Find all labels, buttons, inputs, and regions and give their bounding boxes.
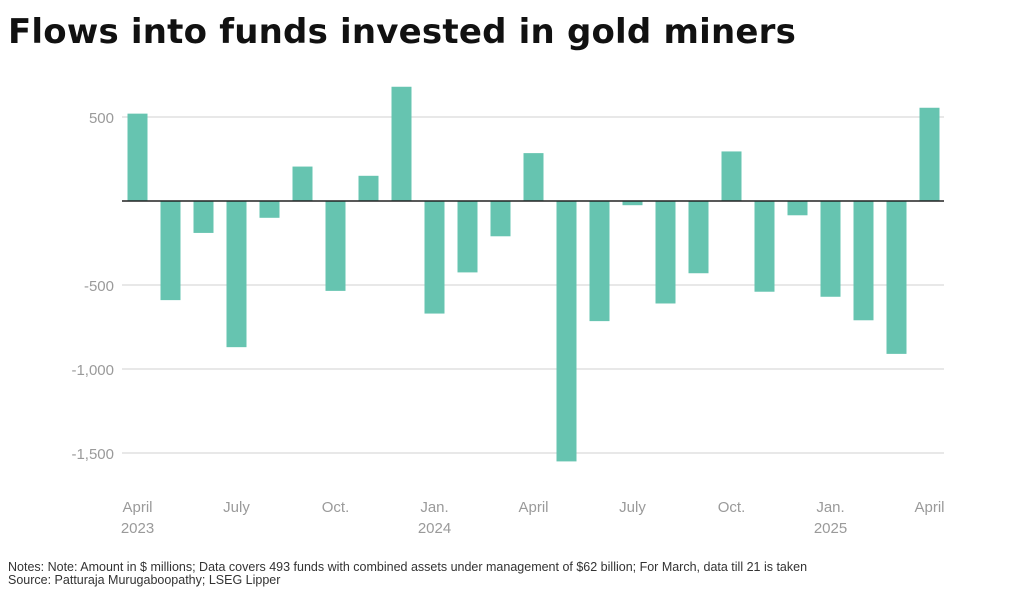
bar-2024-11 (754, 201, 775, 292)
bar-2024-12 (787, 201, 808, 216)
y-tick-label: -500 (84, 278, 114, 295)
gridlines (122, 116, 944, 454)
bar-2024-08 (655, 201, 676, 304)
x-tick-year-label: 2023 (121, 520, 154, 537)
x-tick-label: Jan. (420, 499, 448, 516)
y-axis-ticks: 500 -500 -1,000 -1,500 (71, 110, 114, 463)
bar-2023-09 (292, 166, 313, 201)
bar-2024-01 (424, 201, 445, 314)
x-tick-label: April (122, 499, 152, 516)
chart-title: Flows into funds invested in gold miners (8, 12, 797, 52)
y-tick-label: 500 (89, 110, 114, 127)
bar-2024-05 (556, 201, 577, 462)
x-tick-label: Oct. (322, 499, 350, 516)
bar-2023-05 (160, 201, 181, 301)
bar-chart: 500 -500 -1,000 -1,500 April 2023 July Oct. Jan… (71, 86, 945, 537)
x-axis-ticks: April 2023 July Oct. Jan. 2024 April July Oct. Ja… (121, 499, 945, 537)
y-tick-label: -1,500 (71, 446, 114, 463)
bar-2025-04 (919, 107, 940, 201)
bar-2025-02 (853, 201, 874, 321)
bar-2025-01 (820, 201, 841, 297)
bar-2023-10 (325, 201, 346, 291)
y-tick-label: -1,000 (71, 362, 114, 379)
bar-2024-04 (523, 153, 544, 201)
bar-2024-02 (457, 201, 478, 273)
x-tick-label: April (518, 499, 548, 516)
x-tick-label: April (914, 499, 944, 516)
x-tick-label: July (619, 499, 646, 516)
bar-2023-06 (193, 201, 214, 233)
bar-2023-08 (259, 201, 280, 218)
notes-text: Notes: Note: Amount in $ millions; Data … (8, 560, 808, 574)
x-tick-year-label: 2025 (814, 520, 847, 537)
bar-series (127, 86, 940, 462)
x-tick-year-label: 2024 (418, 520, 451, 537)
bar-2024-10 (721, 151, 742, 201)
x-tick-label: Jan. (816, 499, 844, 516)
source-text: Source: Patturaja Murugaboopathy; LSEG L… (8, 573, 281, 587)
footnotes: Notes: Note: Amount in $ millions; Data … (8, 561, 807, 587)
bar-2024-09 (688, 201, 709, 274)
bar-2023-07 (226, 201, 247, 348)
x-tick-label: July (223, 499, 250, 516)
bar-2023-11 (358, 175, 379, 201)
bar-2024-06 (589, 201, 610, 322)
bar-2023-04 (127, 113, 148, 201)
bar-2023-12 (391, 86, 412, 201)
bar-2024-07 (622, 201, 643, 206)
bar-2025-03 (886, 201, 907, 354)
bar-2024-03 (490, 201, 511, 237)
x-tick-label: Oct. (718, 499, 746, 516)
